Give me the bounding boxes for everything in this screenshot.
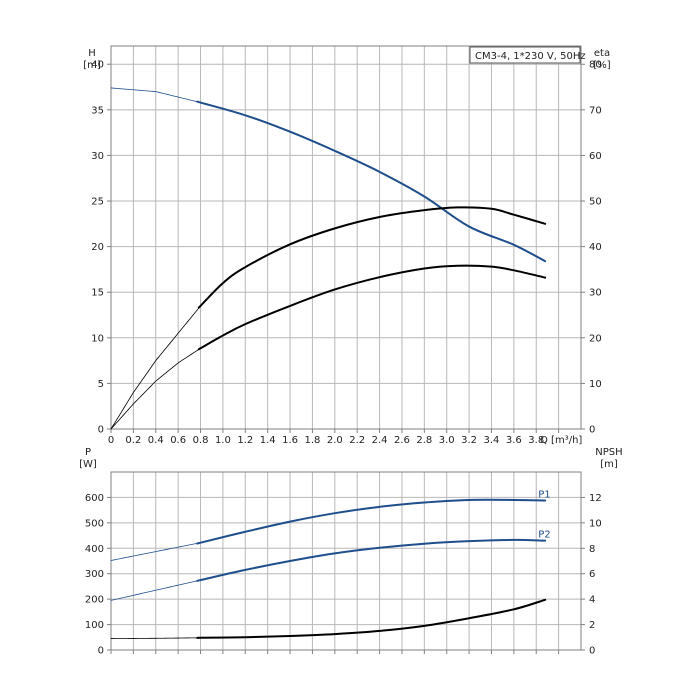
- y-tick-label: 30: [91, 151, 104, 162]
- series-line: [196, 498, 547, 545]
- x-tick-label: 0: [108, 435, 114, 446]
- series-line-thin: [110, 305, 201, 430]
- series-line-thin: [110, 579, 201, 601]
- x-tick-label: 0.4: [148, 435, 164, 446]
- y-tick-label: 100: [85, 620, 104, 631]
- y2-tick-label: 2: [589, 620, 595, 631]
- y2-tick-label: 6: [589, 569, 595, 580]
- x-tick-label: 3.8: [528, 435, 544, 446]
- series-line: [197, 264, 547, 351]
- x-tick-label: 0.2: [125, 435, 141, 446]
- x-tick-label: 2.2: [349, 435, 365, 446]
- y2-tick-label: 10: [589, 518, 602, 529]
- y2-tick-label: 12: [589, 493, 602, 504]
- y2-axis-unit: [%]: [593, 60, 610, 71]
- y-tick-label: 10: [91, 333, 104, 344]
- y2-tick-label: 0: [589, 646, 595, 657]
- head-efficiency-chart: 0 5 10 15 20 25 30 35 40 0 10 20 30 40 50 60 70 80 0 0.2 0.4…: [83, 45, 611, 446]
- x-tick-label: 0.8: [193, 435, 209, 446]
- series-line: [197, 206, 547, 309]
- y2-tick-label: 80: [589, 60, 602, 71]
- x-tick-label: 2.4: [372, 435, 388, 446]
- bottom-series: P1 P2: [110, 489, 551, 639]
- npsh-axis-unit: [m]: [600, 459, 618, 470]
- y-tick-label: 25: [91, 197, 104, 208]
- bottom-grid: [111, 472, 581, 650]
- series-line-thin: [110, 637, 201, 639]
- p-axis-label: P: [85, 447, 91, 458]
- y-tick-label: 600: [85, 493, 104, 504]
- y2-tick-label: 10: [589, 379, 602, 390]
- top-grid: [111, 46, 581, 429]
- y-tick-label: 0: [98, 425, 104, 436]
- bottom-ticks: 0 100 200 300 400 500 600 0 2 4 6 8 10 12: [85, 493, 602, 657]
- y-axis-unit: [m]: [83, 60, 101, 71]
- x-tick-label: 3.2: [461, 435, 477, 446]
- x-tick-label: 2.0: [327, 435, 343, 446]
- x-tick-label: 3.0: [439, 435, 455, 446]
- series-line: [196, 100, 547, 263]
- top-series: [110, 87, 547, 430]
- x-tick-label: 1.6: [282, 435, 298, 446]
- top-ticks: 0 5 10 15 20 25 30 35 40 0 10 20 30 40 50 60 70 80 0 0.2 0.4…: [91, 60, 601, 446]
- npsh-axis-label: NPSH: [595, 447, 622, 458]
- x-tick-label: 0.6: [170, 435, 186, 446]
- y2-tick-label: 8: [589, 544, 595, 555]
- series-label: P2: [538, 530, 550, 541]
- y-tick-label: 5: [98, 379, 104, 390]
- series-line: [196, 538, 547, 582]
- x-tick-label: 1.4: [260, 435, 276, 446]
- y-tick-label: 40: [91, 60, 104, 71]
- y2-tick-label: 20: [589, 333, 602, 344]
- y2-tick-label: 60: [589, 151, 602, 162]
- y-tick-label: 500: [85, 518, 104, 529]
- chart-title: CM3-4, 1*230 V, 50Hz: [475, 51, 586, 62]
- y-tick-label: 35: [91, 105, 104, 116]
- x-tick-label: 2.8: [416, 435, 432, 446]
- y-tick-label: 400: [85, 544, 104, 555]
- bottom-plot-frame: [110, 471, 582, 651]
- y2-tick-label: 50: [589, 197, 602, 208]
- y-tick-label: 0: [98, 646, 104, 657]
- y2-tick-label: 30: [589, 288, 602, 299]
- y-tick-label: 15: [91, 288, 104, 299]
- y-tick-label: 200: [85, 595, 104, 606]
- x-axis-label: Q [m³/h]: [540, 435, 582, 446]
- y2-tick-label: 40: [589, 242, 602, 253]
- top-plot-frame: [110, 45, 582, 430]
- x-tick-label: 1.8: [304, 435, 320, 446]
- y2-tick-label: 70: [589, 105, 602, 116]
- y2-axis-label: eta: [594, 48, 610, 59]
- x-tick-label: 1.0: [215, 435, 231, 446]
- series-line-thin: [110, 542, 201, 561]
- y2-tick-label: 0: [589, 425, 595, 436]
- title-box: [469, 46, 581, 64]
- y2-tick-label: 4: [589, 595, 595, 606]
- x-tick-label: 3.6: [506, 435, 522, 446]
- x-tick-label: 3.4: [484, 435, 500, 446]
- y-tick-label: 20: [91, 242, 104, 253]
- y-axis-label: H: [88, 48, 96, 59]
- p-axis-unit: [W]: [79, 459, 97, 470]
- series-line-thin: [110, 347, 201, 430]
- y-tick-label: 300: [85, 569, 104, 580]
- series-line: [196, 598, 547, 639]
- x-tick-label: 1.2: [237, 435, 253, 446]
- series-line-thin: [110, 87, 201, 103]
- series-label: P1: [538, 489, 550, 500]
- x-tick-label: 2.6: [394, 435, 410, 446]
- top-title-box: CM3-4, 1*230 V, 50Hz: [469, 46, 586, 64]
